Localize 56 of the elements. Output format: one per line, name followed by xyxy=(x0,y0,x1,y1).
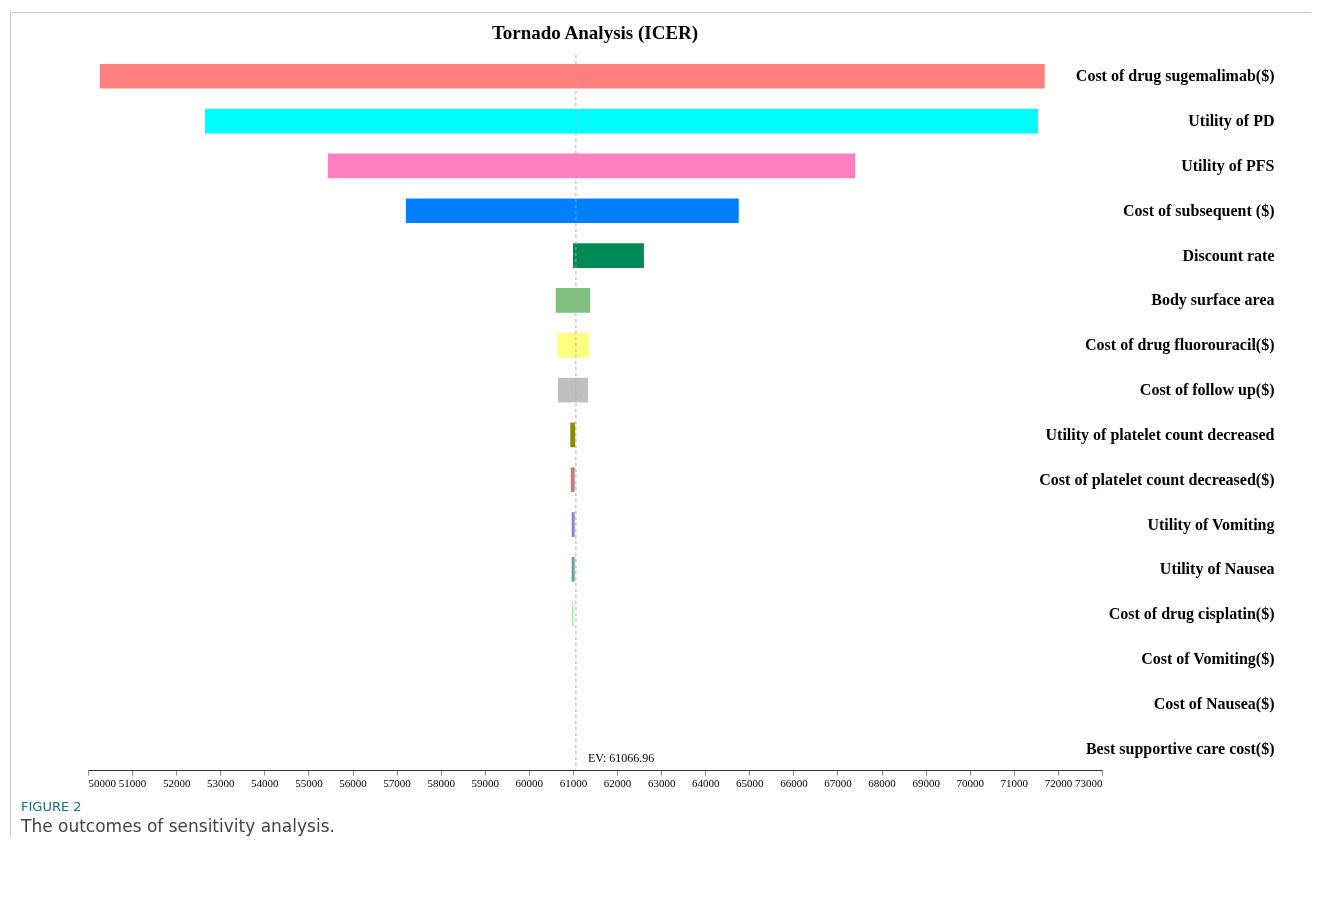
bar xyxy=(204,108,1039,134)
x-tick-label: 55000 xyxy=(295,776,324,789)
x-tick-label: 64000 xyxy=(691,776,720,789)
x-tick-label: 68000 xyxy=(868,776,897,789)
ref-line-label: EV: 61066.96 xyxy=(587,751,655,765)
x-tick-label: 66000 xyxy=(780,776,809,789)
x-tick-label: 69000 xyxy=(912,776,941,789)
bar xyxy=(571,512,575,537)
y-tick-label: Cost of drug fluorouracil($) xyxy=(1085,336,1275,355)
x-tick-label: 58000 xyxy=(427,776,456,789)
x-tick-label: 73000 xyxy=(1075,776,1103,789)
x-tick-label: 65000 xyxy=(736,776,765,789)
y-tick-label: Cost of drug sugemalimab($) xyxy=(1075,67,1275,86)
y-tick-label: Utility of Vomiting xyxy=(1147,515,1275,534)
x-tick-label: 59000 xyxy=(471,776,500,789)
x-tick-label: 51000 xyxy=(118,776,147,789)
y-tick-label: Cost of follow up($) xyxy=(1139,381,1275,400)
x-tick-label: 57000 xyxy=(383,776,412,789)
y-tick-label: Discount rate xyxy=(1182,246,1275,264)
x-tick-label: 63000 xyxy=(647,776,676,789)
chart-title: Tornado Analysis (ICER) xyxy=(491,21,699,44)
bar xyxy=(557,377,588,403)
x-tick-label: 70000 xyxy=(956,776,985,789)
y-tick-label: Body surface area xyxy=(1151,291,1275,310)
y-tick-label: Utility of PFS xyxy=(1181,156,1275,175)
y-tick-label: Utility of platelet count decreased xyxy=(1045,425,1275,444)
x-tick-label: 72000 xyxy=(1044,776,1073,789)
x-tick-label: 56000 xyxy=(339,776,368,789)
y-tick-label: Utility of PD xyxy=(1188,112,1275,131)
bar xyxy=(557,332,589,358)
y-tick-label: Cost of Nausea($) xyxy=(1153,694,1275,713)
text: The outcomes of sensitivity analysis. xyxy=(21,816,336,836)
bar xyxy=(570,467,575,493)
x-tick-label: 50000 xyxy=(88,776,117,789)
x-tick-label: 54000 xyxy=(251,776,280,789)
bar xyxy=(571,557,575,582)
bar xyxy=(570,422,576,448)
bar xyxy=(405,198,739,224)
y-tick-label: Cost of Vomiting($) xyxy=(1141,650,1275,669)
y-tick-label: Cost of platelet count decreased($) xyxy=(1039,470,1275,489)
y-tick-label: Best supportive care cost($) xyxy=(1085,739,1275,758)
x-tick-label: 71000 xyxy=(1000,776,1029,789)
y-tick-label: Cost of drug cisplatin($) xyxy=(1108,605,1275,624)
x-tick-label: 53000 xyxy=(207,776,236,789)
bar xyxy=(555,288,591,313)
x-tick-label: 60000 xyxy=(515,776,544,789)
bar xyxy=(99,63,1045,89)
y-tick-label: Cost of subsequent ($) xyxy=(1122,201,1275,220)
x-tick-label: 67000 xyxy=(824,776,853,789)
x-tick-label: 62000 xyxy=(603,776,632,789)
y-tick-label: Utility of Nausea xyxy=(1159,560,1275,579)
bar xyxy=(572,243,644,268)
bar xyxy=(327,153,856,179)
x-tick-label: 52000 xyxy=(162,776,191,789)
caption: FIGURE 2 xyxy=(21,799,83,814)
x-tick-label: 61000 xyxy=(559,776,588,789)
